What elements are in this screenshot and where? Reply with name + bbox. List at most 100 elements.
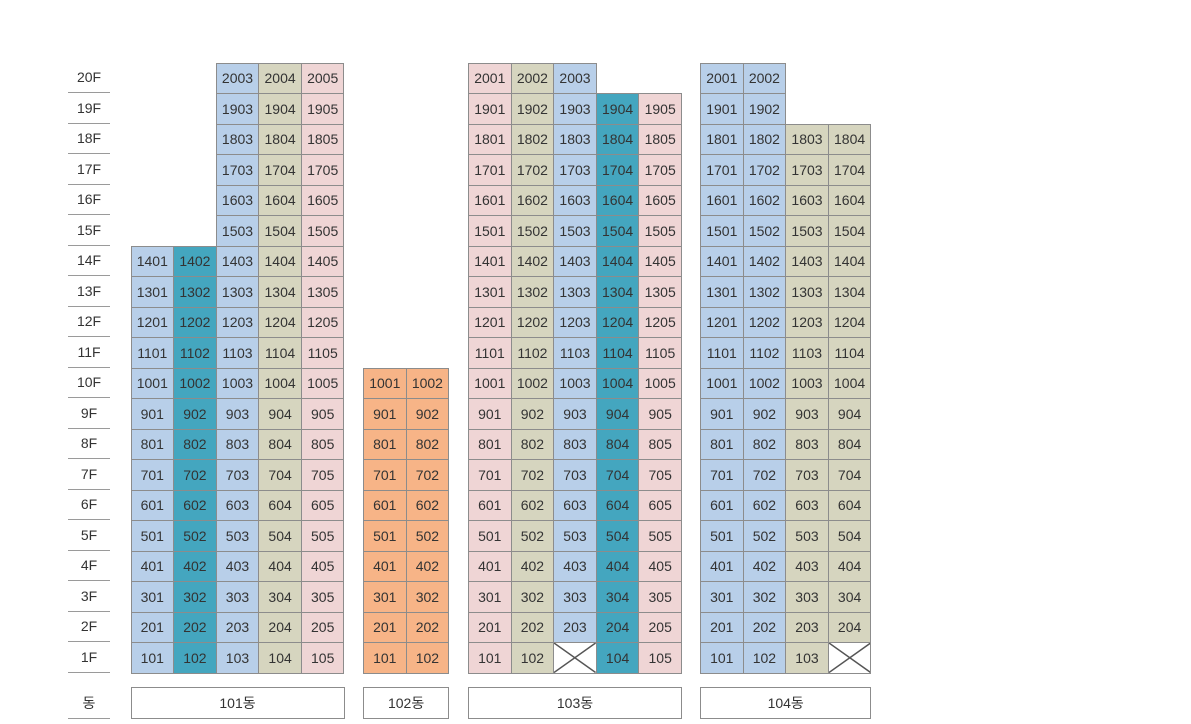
unit-cell: 1002 [405,367,450,399]
unit-cell: 501 [468,520,512,552]
unit-cell: 1401 [700,245,744,277]
unit-cell: 502 [173,520,217,552]
unit-cell: 1903 [553,93,597,125]
unit-cell: 1001 [363,367,407,399]
unit-cell: 1301 [468,276,512,308]
unit-cell: 504 [595,520,640,552]
unit-cell: 601 [130,489,175,521]
unit-cell: 403 [785,550,829,582]
unit-cell: 605 [638,489,682,521]
unit-cell: 705 [638,459,682,491]
unit-cell: 1705 [638,154,682,186]
unit-cell: 1701 [468,154,512,186]
unit-cell: 304 [258,581,302,613]
floor-label: 13F [68,276,110,307]
unit-cell: 702 [510,459,555,491]
unit-cell: 702 [173,459,217,491]
unit-cell: 104 [595,642,640,674]
unit-cell: 603 [785,489,829,521]
unit-cell: 1201 [130,306,175,338]
unit-cell: 1402 [742,245,787,277]
unit-cell: 402 [405,550,450,582]
floor-label: 16F [68,185,110,215]
unit-cell: 1905 [638,93,682,125]
unit-cell: 1604 [595,184,640,216]
unit-cell: 1404 [258,245,302,277]
unit-cell: 1403 [553,245,597,277]
unit-cell: 1304 [827,276,872,308]
unit-cell: 402 [510,550,555,582]
unit-cell: 802 [742,428,787,460]
unit-cell: 1105 [300,337,345,369]
unit-cell: 1203 [785,306,829,338]
building-label: 101동 [130,687,345,719]
unit-cell: 1901 [468,93,512,125]
unit-cell: 1902 [742,93,787,125]
unit-cell: 901 [363,398,407,430]
unit-cell: 501 [363,520,407,552]
unit-cell: 1604 [827,184,872,216]
unit-cell: 1904 [258,93,302,125]
unit-cell: 1404 [827,245,872,277]
unit-cell: 1304 [258,276,302,308]
unit-cell: 1805 [638,123,682,155]
unit-cell: 904 [595,398,640,430]
unit-cell: 702 [742,459,787,491]
floor-label: 9F [68,398,110,429]
unit-cell: 1403 [785,245,829,277]
unit-cell: 2003 [215,62,260,94]
unit-cell: 102 [405,642,450,674]
unit-cell: 104 [258,642,302,674]
unit-cell: 1502 [742,215,787,247]
building-label: 102동 [363,687,450,719]
unit-cell: 1804 [595,123,640,155]
unit-cell: 1202 [510,306,555,338]
floor-label: 4F [68,551,110,581]
unit-cell: 1704 [258,154,302,186]
unit-cell: 1102 [510,337,555,369]
unit-cell: 801 [130,428,175,460]
unit-cell: 1803 [553,123,597,155]
unit-cell: 302 [405,581,450,613]
unit-cell: 401 [700,550,744,582]
unit-cell: 1504 [827,215,872,247]
unit-cell: 1902 [510,93,555,125]
unit-cell: 203 [553,611,597,643]
unit-cell: 1301 [700,276,744,308]
unit-cell: 1905 [300,93,345,125]
unit-cell: 105 [300,642,345,674]
unit-cell: 1401 [468,245,512,277]
unit-cell: 704 [258,459,302,491]
building-label: 103동 [468,687,682,719]
unit-cell: 303 [553,581,597,613]
unit-cell: 1103 [785,337,829,369]
unit-cell: 602 [510,489,555,521]
unit-cell: 703 [553,459,597,491]
building-label: 104동 [700,687,872,719]
unit-cell: 2005 [300,62,345,94]
unit-cell: 905 [638,398,682,430]
unit-cell: 402 [742,550,787,582]
unit-cell: 804 [595,428,640,460]
unit-cell: 304 [595,581,640,613]
unit-cell: 301 [700,581,744,613]
unit-cell: 1302 [742,276,787,308]
unit-cell: 1301 [130,276,175,308]
unit-cell: 902 [405,398,450,430]
unit-cell: 404 [595,550,640,582]
unit-cell: 1803 [215,123,260,155]
unit-cell: 1305 [638,276,682,308]
unit-cell: 2003 [553,62,597,94]
unit-cell: 1202 [173,306,217,338]
unit-cell: 1601 [468,184,512,216]
unit-cell: 1704 [595,154,640,186]
unit-cell: 304 [827,581,872,613]
unit-cell: 1005 [638,367,682,399]
cross-icon [829,643,871,673]
floor-label: 15F [68,215,110,246]
empty-unit-cell [553,642,597,674]
unit-cell: 1302 [510,276,555,308]
unit-cell: 1101 [468,337,512,369]
unit-cell: 403 [215,550,260,582]
unit-cell: 703 [215,459,260,491]
